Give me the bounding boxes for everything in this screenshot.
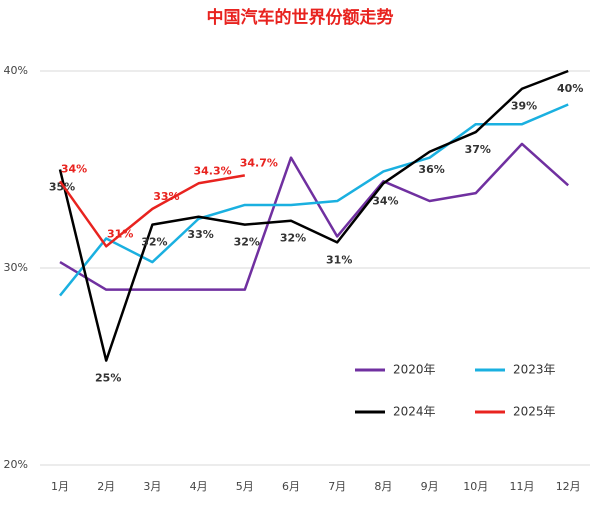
x-tick-label: 2月: [97, 480, 115, 493]
x-tick-label: 7月: [328, 480, 346, 493]
value-label: 40%: [557, 82, 583, 95]
value-label: 32%: [141, 236, 167, 249]
legend-label: 2025年: [513, 405, 556, 419]
value-label: 33%: [187, 228, 213, 241]
value-label: 35%: [49, 181, 75, 194]
value-label: 34.7%: [240, 156, 278, 169]
x-tick-label: 10月: [463, 480, 488, 493]
y-tick-label: 20%: [4, 458, 28, 471]
series-line: [59, 103, 569, 297]
series-line: [58, 174, 246, 248]
x-tick-label: 9月: [421, 480, 439, 493]
value-label: 34%: [61, 162, 87, 175]
value-label: 34%: [372, 194, 398, 207]
value-label: 37%: [465, 143, 491, 156]
x-tick-label: 4月: [190, 480, 208, 493]
x-tick-label: 3月: [143, 480, 161, 493]
value-label: 31%: [326, 253, 352, 266]
x-tick-label: 12月: [556, 480, 581, 493]
y-tick-label: 30%: [4, 261, 28, 274]
y-tick-label: 40%: [4, 64, 28, 77]
chart-title: 中国汽车的世界份额走势: [207, 7, 394, 28]
value-label: 31%: [107, 227, 133, 240]
value-label: 25%: [95, 372, 121, 385]
x-tick-label: 1月: [51, 480, 69, 493]
legend-label: 2023年: [513, 363, 556, 377]
value-label: 32%: [280, 232, 306, 245]
value-label: 33%: [153, 190, 179, 203]
value-label: 34.3%: [194, 164, 232, 177]
x-tick-label: 11月: [510, 480, 535, 493]
x-tick-label: 8月: [374, 480, 392, 493]
value-label: 39%: [511, 100, 537, 113]
legend-label: 2020年: [393, 363, 436, 377]
value-label: 36%: [418, 163, 444, 176]
legend-label: 2024年: [393, 405, 436, 419]
x-tick-label: 5月: [236, 480, 254, 493]
x-tick-label: 6月: [282, 480, 300, 493]
series-line: [59, 142, 570, 291]
series-line: [58, 69, 569, 362]
value-label: 32%: [234, 236, 260, 249]
